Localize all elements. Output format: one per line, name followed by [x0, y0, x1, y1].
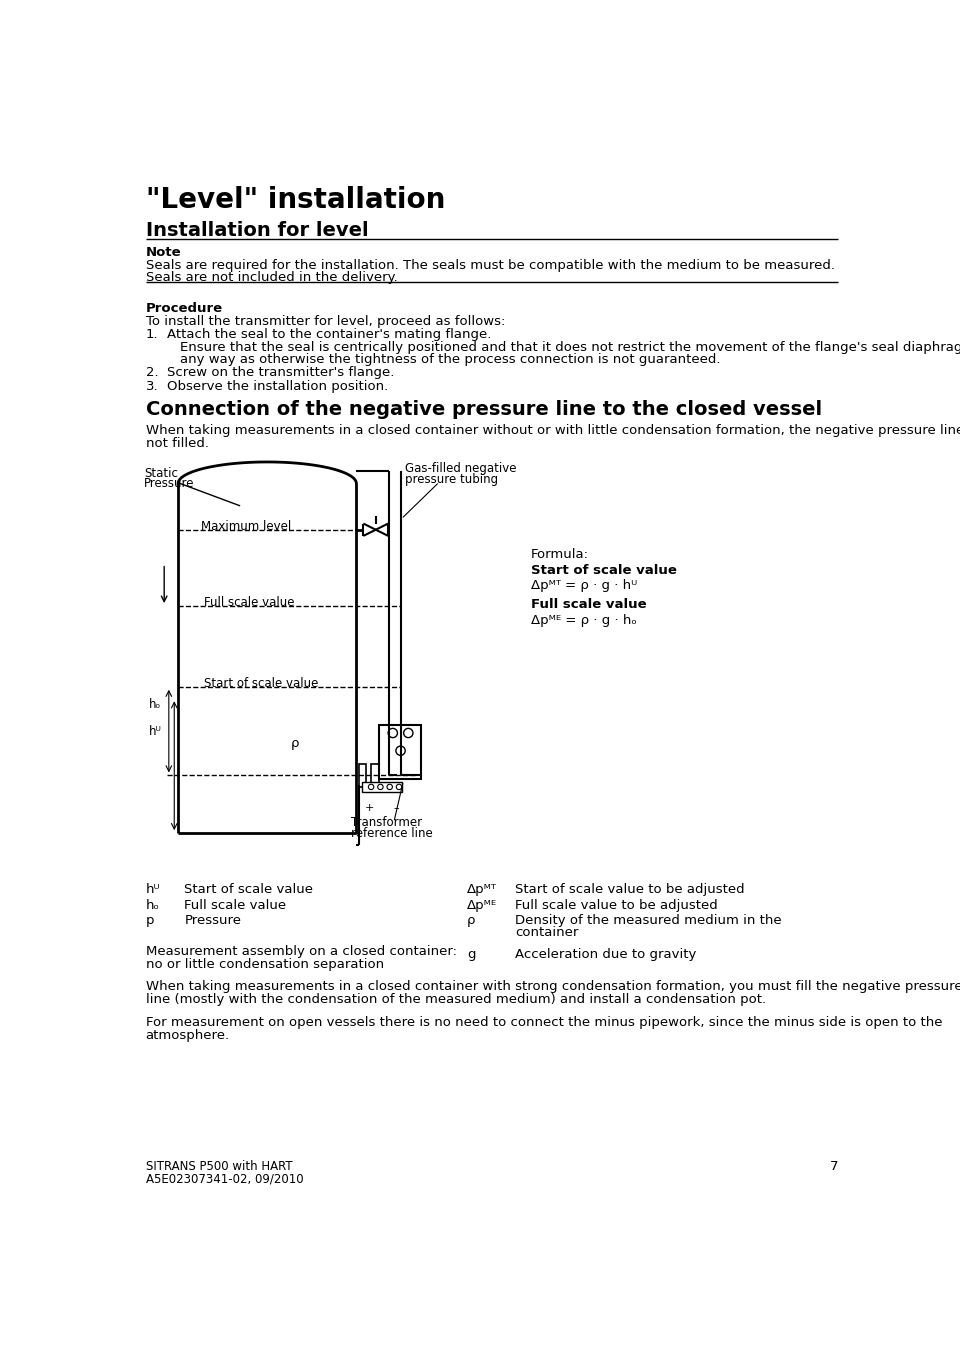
Text: A5E02307341-02, 09/2010: A5E02307341-02, 09/2010 — [146, 1172, 303, 1186]
Text: Start of scale value: Start of scale value — [531, 563, 677, 577]
Text: Δpᴹᴱ: Δpᴹᴱ — [468, 899, 497, 911]
Text: no or little condensation separation: no or little condensation separation — [146, 957, 384, 971]
Text: Δpᴹᵀ: Δpᴹᵀ — [468, 883, 497, 896]
Text: When taking measurements in a closed container with strong condensation formatio: When taking measurements in a closed con… — [146, 981, 960, 993]
Text: Full scale value: Full scale value — [184, 899, 286, 911]
Text: Δpᴹᴱ = ρ · g · hₒ: Δpᴹᴱ = ρ · g · hₒ — [531, 613, 636, 627]
Text: 1.: 1. — [146, 328, 158, 341]
Text: Seals are not included in the delivery.: Seals are not included in the delivery. — [146, 271, 397, 284]
Text: When taking measurements in a closed container without or with little condensati: When taking measurements in a closed con… — [146, 424, 960, 437]
Text: Installation for level: Installation for level — [146, 220, 369, 239]
Text: Connection of the negative pressure line to the closed vessel: Connection of the negative pressure line… — [146, 400, 822, 419]
Text: To install the transmitter for level, proceed as follows:: To install the transmitter for level, pr… — [146, 316, 505, 328]
Text: "Level" installation: "Level" installation — [146, 186, 444, 215]
Text: Full scale value: Full scale value — [204, 596, 294, 609]
Text: any way as otherwise the tightness of the process connection is not guaranteed.: any way as otherwise the tightness of th… — [180, 354, 721, 366]
Text: Attach the seal to the container's mating flange.: Attach the seal to the container's matin… — [167, 328, 492, 341]
Text: Maximum level: Maximum level — [202, 521, 292, 533]
Text: Ensure that the seal is centrically positioned and that it does not restrict the: Ensure that the seal is centrically posi… — [180, 341, 960, 354]
Text: Pressure: Pressure — [144, 476, 195, 490]
Text: SITRANS P500 with HART: SITRANS P500 with HART — [146, 1160, 292, 1174]
Text: ρ: ρ — [468, 914, 476, 928]
Text: Start of scale value: Start of scale value — [204, 677, 318, 690]
Text: Start of scale value: Start of scale value — [184, 883, 313, 896]
Text: Seals are required for the installation. The seals must be compatible with the m: Seals are required for the installation.… — [146, 258, 834, 272]
Text: Δpᴹᵀ = ρ · g · hᵁ: Δpᴹᵀ = ρ · g · hᵁ — [531, 579, 637, 592]
Bar — [362, 782, 402, 793]
Bar — [379, 725, 421, 779]
Text: pressure tubing: pressure tubing — [405, 473, 498, 486]
Text: p: p — [146, 914, 154, 928]
Text: Measurement assembly on a closed container:: Measurement assembly on a closed contain… — [146, 945, 457, 957]
Text: Formula:: Formula: — [531, 548, 588, 562]
Text: hₒ: hₒ — [146, 899, 159, 911]
Text: g: g — [468, 948, 476, 960]
Text: Screw on the transmitter's flange.: Screw on the transmitter's flange. — [167, 366, 395, 379]
Bar — [372, 764, 379, 787]
Bar — [359, 764, 367, 787]
Text: hₒ: hₒ — [149, 698, 161, 710]
Text: Observe the installation position.: Observe the installation position. — [167, 379, 389, 393]
Text: Transformer: Transformer — [351, 816, 422, 830]
Text: hᵁ: hᵁ — [146, 883, 160, 896]
Text: 3.: 3. — [146, 379, 158, 393]
Text: reference line: reference line — [351, 827, 433, 840]
Text: atmosphere.: atmosphere. — [146, 1028, 229, 1042]
Text: Gas-filled negative: Gas-filled negative — [405, 462, 516, 475]
Text: +: + — [365, 802, 374, 813]
Text: container: container — [516, 926, 579, 940]
Text: Full scale value: Full scale value — [531, 598, 646, 611]
Text: 2.: 2. — [146, 366, 158, 379]
Text: Acceleration due to gravity: Acceleration due to gravity — [516, 948, 697, 960]
Text: 7: 7 — [830, 1160, 838, 1174]
Text: Density of the measured medium in the: Density of the measured medium in the — [516, 914, 781, 928]
Text: For measurement on open vessels there is no need to connect the minus pipework, : For measurement on open vessels there is… — [146, 1016, 942, 1028]
Text: Procedure: Procedure — [146, 302, 223, 314]
Text: not filled.: not filled. — [146, 437, 208, 450]
Text: Note: Note — [146, 246, 181, 260]
Text: Start of scale value to be adjusted: Start of scale value to be adjusted — [516, 883, 745, 896]
Text: Full scale value to be adjusted: Full scale value to be adjusted — [516, 899, 718, 911]
Text: hᵁ: hᵁ — [149, 725, 161, 738]
Text: Pressure: Pressure — [184, 914, 241, 928]
Text: Static: Static — [144, 468, 178, 480]
Text: ρ: ρ — [291, 737, 299, 749]
Text: –: – — [394, 802, 399, 813]
Text: line (mostly with the condensation of the measured medium) and install a condens: line (mostly with the condensation of th… — [146, 993, 766, 1006]
